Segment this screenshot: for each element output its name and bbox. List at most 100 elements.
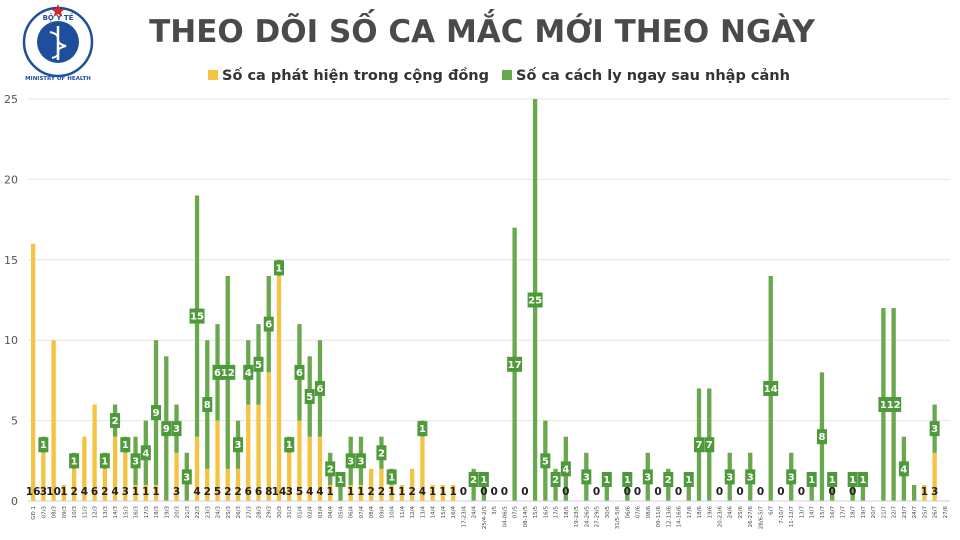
value-box-label: 9 xyxy=(153,408,160,419)
bar-community xyxy=(328,484,333,501)
x-tick-label: 20/7 xyxy=(871,506,877,519)
bottom-value-label: 1 xyxy=(347,486,354,498)
x-tick-label: 30/3 xyxy=(277,506,283,519)
x-tick-label: 08/3 xyxy=(52,506,58,519)
logo-serpent xyxy=(49,31,67,59)
value-box-label: 8 xyxy=(818,432,825,443)
value-box xyxy=(161,421,172,437)
bottom-value-label: 8 xyxy=(265,486,272,498)
value-box-label: 1 xyxy=(480,475,487,486)
value-box-label: 3 xyxy=(747,472,754,483)
value-box-label: 2 xyxy=(470,475,477,486)
logo-top-text: BỘ Y TẾ xyxy=(43,12,74,22)
bar-quarantine xyxy=(338,484,343,501)
bottom-value-label: 0 xyxy=(460,486,467,498)
bottom-value-label: 16 xyxy=(26,486,41,498)
value-box xyxy=(140,445,151,461)
x-tick-label: 13/7 xyxy=(799,506,805,519)
bottom-value-label: 0 xyxy=(654,486,661,498)
legend: Số ca phát hiện trong cộng đồng Số ca cá… xyxy=(208,67,790,84)
value-box xyxy=(38,437,49,453)
x-axis: GĐ 1 07/3 08/3 09/3 10/3 11/3 12/3 13/3 14/3 15/3… xyxy=(28,500,950,529)
bar-community xyxy=(922,484,927,501)
bottom-value-label: 1 xyxy=(60,486,67,498)
y-tick-label: 5 xyxy=(11,415,18,428)
bottom-value-label: 0 xyxy=(521,486,528,498)
value-box xyxy=(69,453,80,469)
x-tick-label: 18/5 xyxy=(564,506,570,519)
x-tick-label: 02/4 xyxy=(308,506,314,519)
bottom-value-label: 2 xyxy=(409,486,416,498)
bar-community xyxy=(194,436,200,501)
bottom-value-label: 5 xyxy=(214,486,221,498)
x-tick-label: 27-29/5 xyxy=(595,506,601,528)
value-box-label: 3 xyxy=(788,472,795,483)
value-box xyxy=(745,469,756,485)
value-box-label: 1 xyxy=(859,475,866,486)
value-box xyxy=(816,429,827,445)
bar-community xyxy=(143,484,148,501)
value-box-label: 1 xyxy=(849,475,856,486)
bottom-value-label: 0 xyxy=(593,486,600,498)
bottom-value-label: 6 xyxy=(91,486,98,498)
bar-community xyxy=(30,243,36,501)
bottom-value-label: 0 xyxy=(634,486,641,498)
value-box-label: 1 xyxy=(286,440,293,451)
x-tick-label: GĐ 1 xyxy=(31,506,37,520)
x-tick-label: 25/4-2/5 xyxy=(482,505,488,529)
value-box-label: 12 xyxy=(887,400,901,411)
x-tick-label: 26-27/6 xyxy=(748,506,754,528)
value-box xyxy=(202,397,213,413)
value-box xyxy=(878,397,889,413)
bottom-value-label: 1 xyxy=(429,486,436,498)
x-tick-label: 01/4 xyxy=(297,506,303,519)
bottom-value-label: 3 xyxy=(173,486,180,498)
x-tick-label: 07/5 xyxy=(513,506,519,519)
value-box xyxy=(763,380,779,396)
value-box-label: 3 xyxy=(726,472,733,483)
value-box-label: 14 xyxy=(764,384,778,395)
bar-community xyxy=(266,372,271,501)
value-box xyxy=(857,472,868,487)
value-box-label: 4 xyxy=(562,464,569,475)
bottom-value-label: 6 xyxy=(245,486,252,498)
value-box-label: 1 xyxy=(808,475,815,486)
page-title: THEO DÕI SỐ CA MẮC MỚI THEO NGÀY xyxy=(149,9,815,50)
value-box-label: 2 xyxy=(552,475,559,486)
bottom-value-label: 1 xyxy=(388,486,395,498)
x-tick-label: 15/7 xyxy=(820,506,826,519)
value-box xyxy=(233,437,244,453)
x-tick-label: 18/3 xyxy=(154,506,160,519)
x-tick-label: 07/3 xyxy=(41,506,47,519)
x-tick-label: 15/4 xyxy=(441,506,447,519)
value-box-label: 5 xyxy=(255,360,262,371)
value-box-label: 1 xyxy=(101,456,108,467)
value-box xyxy=(304,388,315,404)
value-box-label: 1 xyxy=(603,475,610,486)
bar-quarantine xyxy=(830,484,835,501)
logo-bottom-text: MINISTRY OF HEALTH xyxy=(25,76,91,82)
bar-community xyxy=(358,484,364,501)
x-tick-label: 19/3 xyxy=(164,506,170,519)
x-tick-label: 08/4 xyxy=(369,506,375,519)
bar-quarantine xyxy=(911,484,917,501)
bar-community xyxy=(399,484,405,501)
value-box xyxy=(642,469,653,485)
bottom-value-label: 0 xyxy=(562,486,569,498)
x-tick-label: 16/5 xyxy=(543,506,549,519)
value-box xyxy=(929,421,940,437)
value-box xyxy=(99,453,110,469)
bottom-value-label: 0 xyxy=(798,486,805,498)
x-tick-label: 17/5 xyxy=(554,506,560,519)
x-tick-label: 23/3 xyxy=(205,506,211,519)
x-tick-label: 14/7 xyxy=(810,506,816,519)
bottom-value-label: 0 xyxy=(757,486,764,498)
x-tick-label: 19/7 xyxy=(861,506,867,519)
x-tick-label: 18/7 xyxy=(851,506,857,519)
x-tick-label: 24-26/5 xyxy=(584,506,590,528)
value-box-label: 2 xyxy=(112,416,119,427)
x-tick-label: 11/4 xyxy=(400,506,406,519)
value-box-label: 1 xyxy=(880,400,887,411)
bar-community xyxy=(71,468,77,501)
